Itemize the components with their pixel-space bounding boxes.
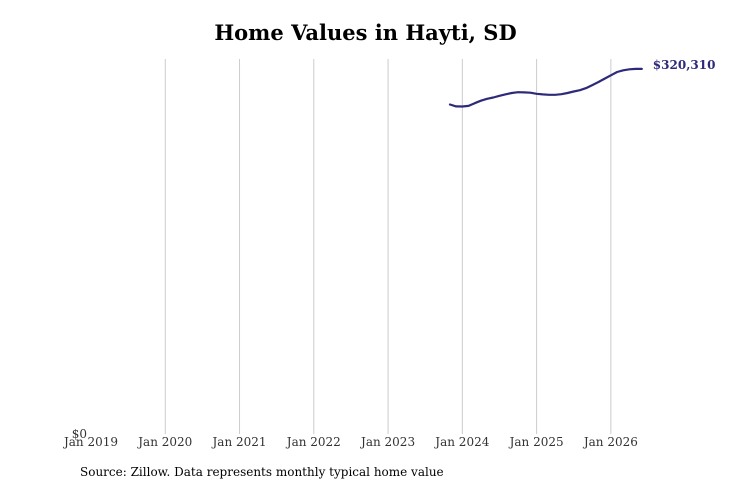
x-tick-label: Jan 2022 [285, 435, 341, 449]
x-tick-label: Jan 2023 [359, 435, 415, 449]
x-tick-labels: Jan 2019 Jan 2020 Jan 2021 Jan 2022 Jan 2023… [62, 435, 638, 449]
series-lines [448, 67, 643, 108]
source-note: Source: Zillow. Data represents monthly … [80, 465, 444, 479]
end-labels: $320,310 [653, 58, 716, 72]
grid-lines [164, 59, 612, 434]
x-tick-label: Jan 2025 [508, 435, 564, 449]
chart-title: Home Values in Hayti, SD [214, 20, 517, 45]
x-tick-label: Jan 2024 [433, 435, 489, 449]
x-tick-label: Jan 2021 [211, 435, 267, 449]
y-tick-label: $0 [72, 427, 87, 441]
x-tick-label: Jan 2019 [62, 435, 118, 449]
end-value-label: $320,310 [653, 58, 716, 72]
series-line [448, 67, 643, 108]
y-tick-labels: $0 [72, 427, 87, 441]
x-tick-label: Jan 2020 [136, 435, 192, 449]
x-tick-label: Jan 2026 [582, 435, 638, 449]
